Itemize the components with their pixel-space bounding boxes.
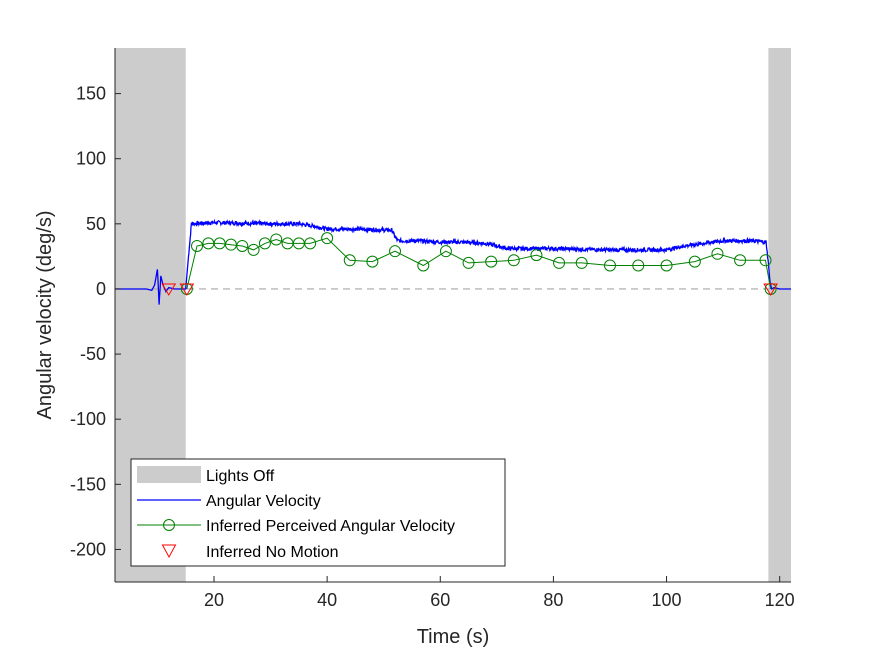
perceived-velocity-point xyxy=(660,259,673,272)
y-tick-label-50: -50 xyxy=(80,344,106,364)
x-tick-label-80: 80 xyxy=(543,590,563,610)
perceived-velocity-point xyxy=(389,245,402,258)
series-angular-velocity-line xyxy=(115,218,791,305)
perceived-velocity-point xyxy=(553,256,566,269)
x-axis-label: Time (s) xyxy=(417,626,490,648)
perceived-velocity-point xyxy=(462,256,475,269)
perceived-velocity-point xyxy=(258,237,271,250)
series-perceived-velocity-line xyxy=(186,237,772,290)
y-tick-label-150: -150 xyxy=(70,474,106,494)
legend: Lights Off Angular Velocity Inferred Per… xyxy=(130,458,506,567)
legend-swatch-lights-off xyxy=(137,466,201,483)
perceived-velocity-point xyxy=(530,249,543,262)
perceived-velocity-point xyxy=(575,256,588,269)
y-tick-label-100: -100 xyxy=(70,409,106,429)
x-tick-label-40: 40 xyxy=(317,590,337,610)
perceived-velocity-point xyxy=(603,259,616,272)
y-tick-label-150: 150 xyxy=(76,84,106,104)
perceived-velocity-point xyxy=(485,255,498,268)
legend-label-angular-velocity: Angular Velocity xyxy=(206,493,321,510)
y-tick-label-100: 100 xyxy=(76,149,106,169)
legend-label-perceived-velocity: Inferred Perceived Angular Velocity xyxy=(206,518,455,535)
perceived-velocity-point xyxy=(321,232,334,245)
x-tick-label-100: 100 xyxy=(652,590,682,610)
perceived-velocity-point xyxy=(247,243,260,256)
perceived-velocity-point xyxy=(688,255,701,268)
y-tick-label-0: 0 xyxy=(96,279,106,299)
perceived-velocity-point xyxy=(304,237,317,250)
y-tick-label-50: 50 xyxy=(86,214,106,234)
axes xyxy=(114,48,791,583)
perceived-velocity-point xyxy=(632,259,645,272)
perceived-velocity-point xyxy=(734,254,747,267)
data-series xyxy=(115,218,791,305)
x-tick-label-120: 120 xyxy=(765,590,795,610)
legend-label-no-motion: Inferred No Motion xyxy=(206,544,339,561)
legend-swatch-perceived-marker xyxy=(163,519,175,531)
perceived-velocity-point xyxy=(270,233,283,246)
no-motion-point xyxy=(763,283,779,296)
lights-off-region-2 xyxy=(768,48,791,582)
perceived-velocity-point xyxy=(711,247,724,260)
perceived-velocity-point xyxy=(366,255,379,268)
perceived-velocity-point xyxy=(507,254,520,267)
tick-labels: 20 40 60 80 100 120 150 100 50 0 -50 -100 -150 -200 xyxy=(70,84,795,610)
legend-label-lights-off: Lights Off xyxy=(206,468,275,485)
perceived-velocity-point xyxy=(191,239,204,252)
y-axis-label: Angular velocity (deg/s) xyxy=(34,211,56,420)
y-tick-label-200: -200 xyxy=(70,539,106,559)
no-motion-point xyxy=(161,283,177,296)
perceived-velocity-point xyxy=(417,259,430,272)
x-tick-label-60: 60 xyxy=(430,590,450,610)
perceived-velocity-point xyxy=(759,254,772,267)
legend-swatch-no-motion xyxy=(161,544,177,559)
x-tick-label-20: 20 xyxy=(204,590,224,610)
perceived-velocity-point xyxy=(236,239,249,252)
no-motion-point xyxy=(179,283,195,296)
perceived-velocity-point xyxy=(343,254,356,267)
perceived-velocity-point xyxy=(439,245,452,258)
